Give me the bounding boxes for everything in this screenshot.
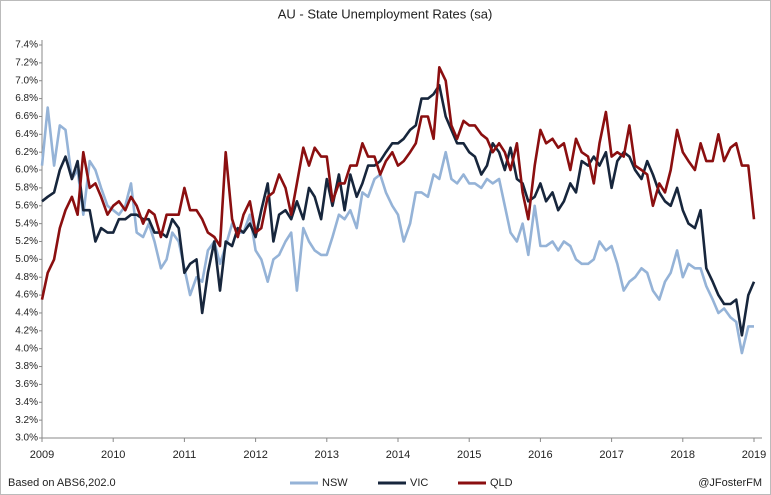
y-tick-label: 3.6% xyxy=(15,379,38,390)
y-tick-label: 5.8% xyxy=(15,183,38,194)
y-tick-label: 5.6% xyxy=(15,200,38,211)
y-tick-label: 3.0% xyxy=(15,433,38,444)
x-tick-label: 2010 xyxy=(101,449,125,461)
y-tick-label: 4.8% xyxy=(15,272,38,283)
x-tick-label: 2012 xyxy=(243,449,267,461)
x-tick-label: 2013 xyxy=(315,449,339,461)
source-note: Based on ABS6,202.0 xyxy=(8,477,116,489)
series-line xyxy=(40,66,756,300)
y-tick-label: 5.0% xyxy=(15,254,38,265)
x-tick-label: 2011 xyxy=(173,449,197,461)
chart-title: AU - State Unemployment Rates (sa) xyxy=(278,6,493,21)
y-tick-label: 7.2% xyxy=(15,58,38,69)
x-tick-label: 2018 xyxy=(671,449,695,461)
x-tick-label: 2009 xyxy=(30,449,54,461)
y-tick-label: 3.8% xyxy=(15,361,38,372)
y-tick-label: 6.6% xyxy=(15,111,38,122)
y-tick-label: 7.4% xyxy=(15,40,38,51)
y-tick-label: 6.0% xyxy=(15,165,38,176)
x-tick-label: 2017 xyxy=(599,449,623,461)
x-tick-label: 2016 xyxy=(528,449,552,461)
y-tick-label: 6.4% xyxy=(15,129,38,140)
y-tick-label: 4.6% xyxy=(15,290,38,301)
credit-note: @JFosterFM xyxy=(698,477,762,489)
y-tick-label: 3.2% xyxy=(15,415,38,426)
legend-label: VIC xyxy=(410,477,428,489)
y-tick-label: 4.4% xyxy=(15,308,38,319)
series-line xyxy=(40,106,754,355)
y-tick-label: 5.2% xyxy=(15,236,38,247)
y-tick-label: 7.0% xyxy=(15,75,38,86)
x-tick-label: 2015 xyxy=(457,449,481,461)
y-tick-label: 4.0% xyxy=(15,343,38,354)
x-tick-label: 2019 xyxy=(742,449,766,461)
y-tick-label: 5.4% xyxy=(15,218,38,229)
y-tick-label: 3.4% xyxy=(15,397,38,408)
legend-label: NSW xyxy=(322,477,348,489)
x-tick-label: 2014 xyxy=(386,449,410,461)
y-tick-label: 4.2% xyxy=(15,325,38,336)
y-tick-label: 6.8% xyxy=(15,93,38,104)
legend-label: QLD xyxy=(490,477,513,489)
y-tick-label: 6.2% xyxy=(15,147,38,158)
